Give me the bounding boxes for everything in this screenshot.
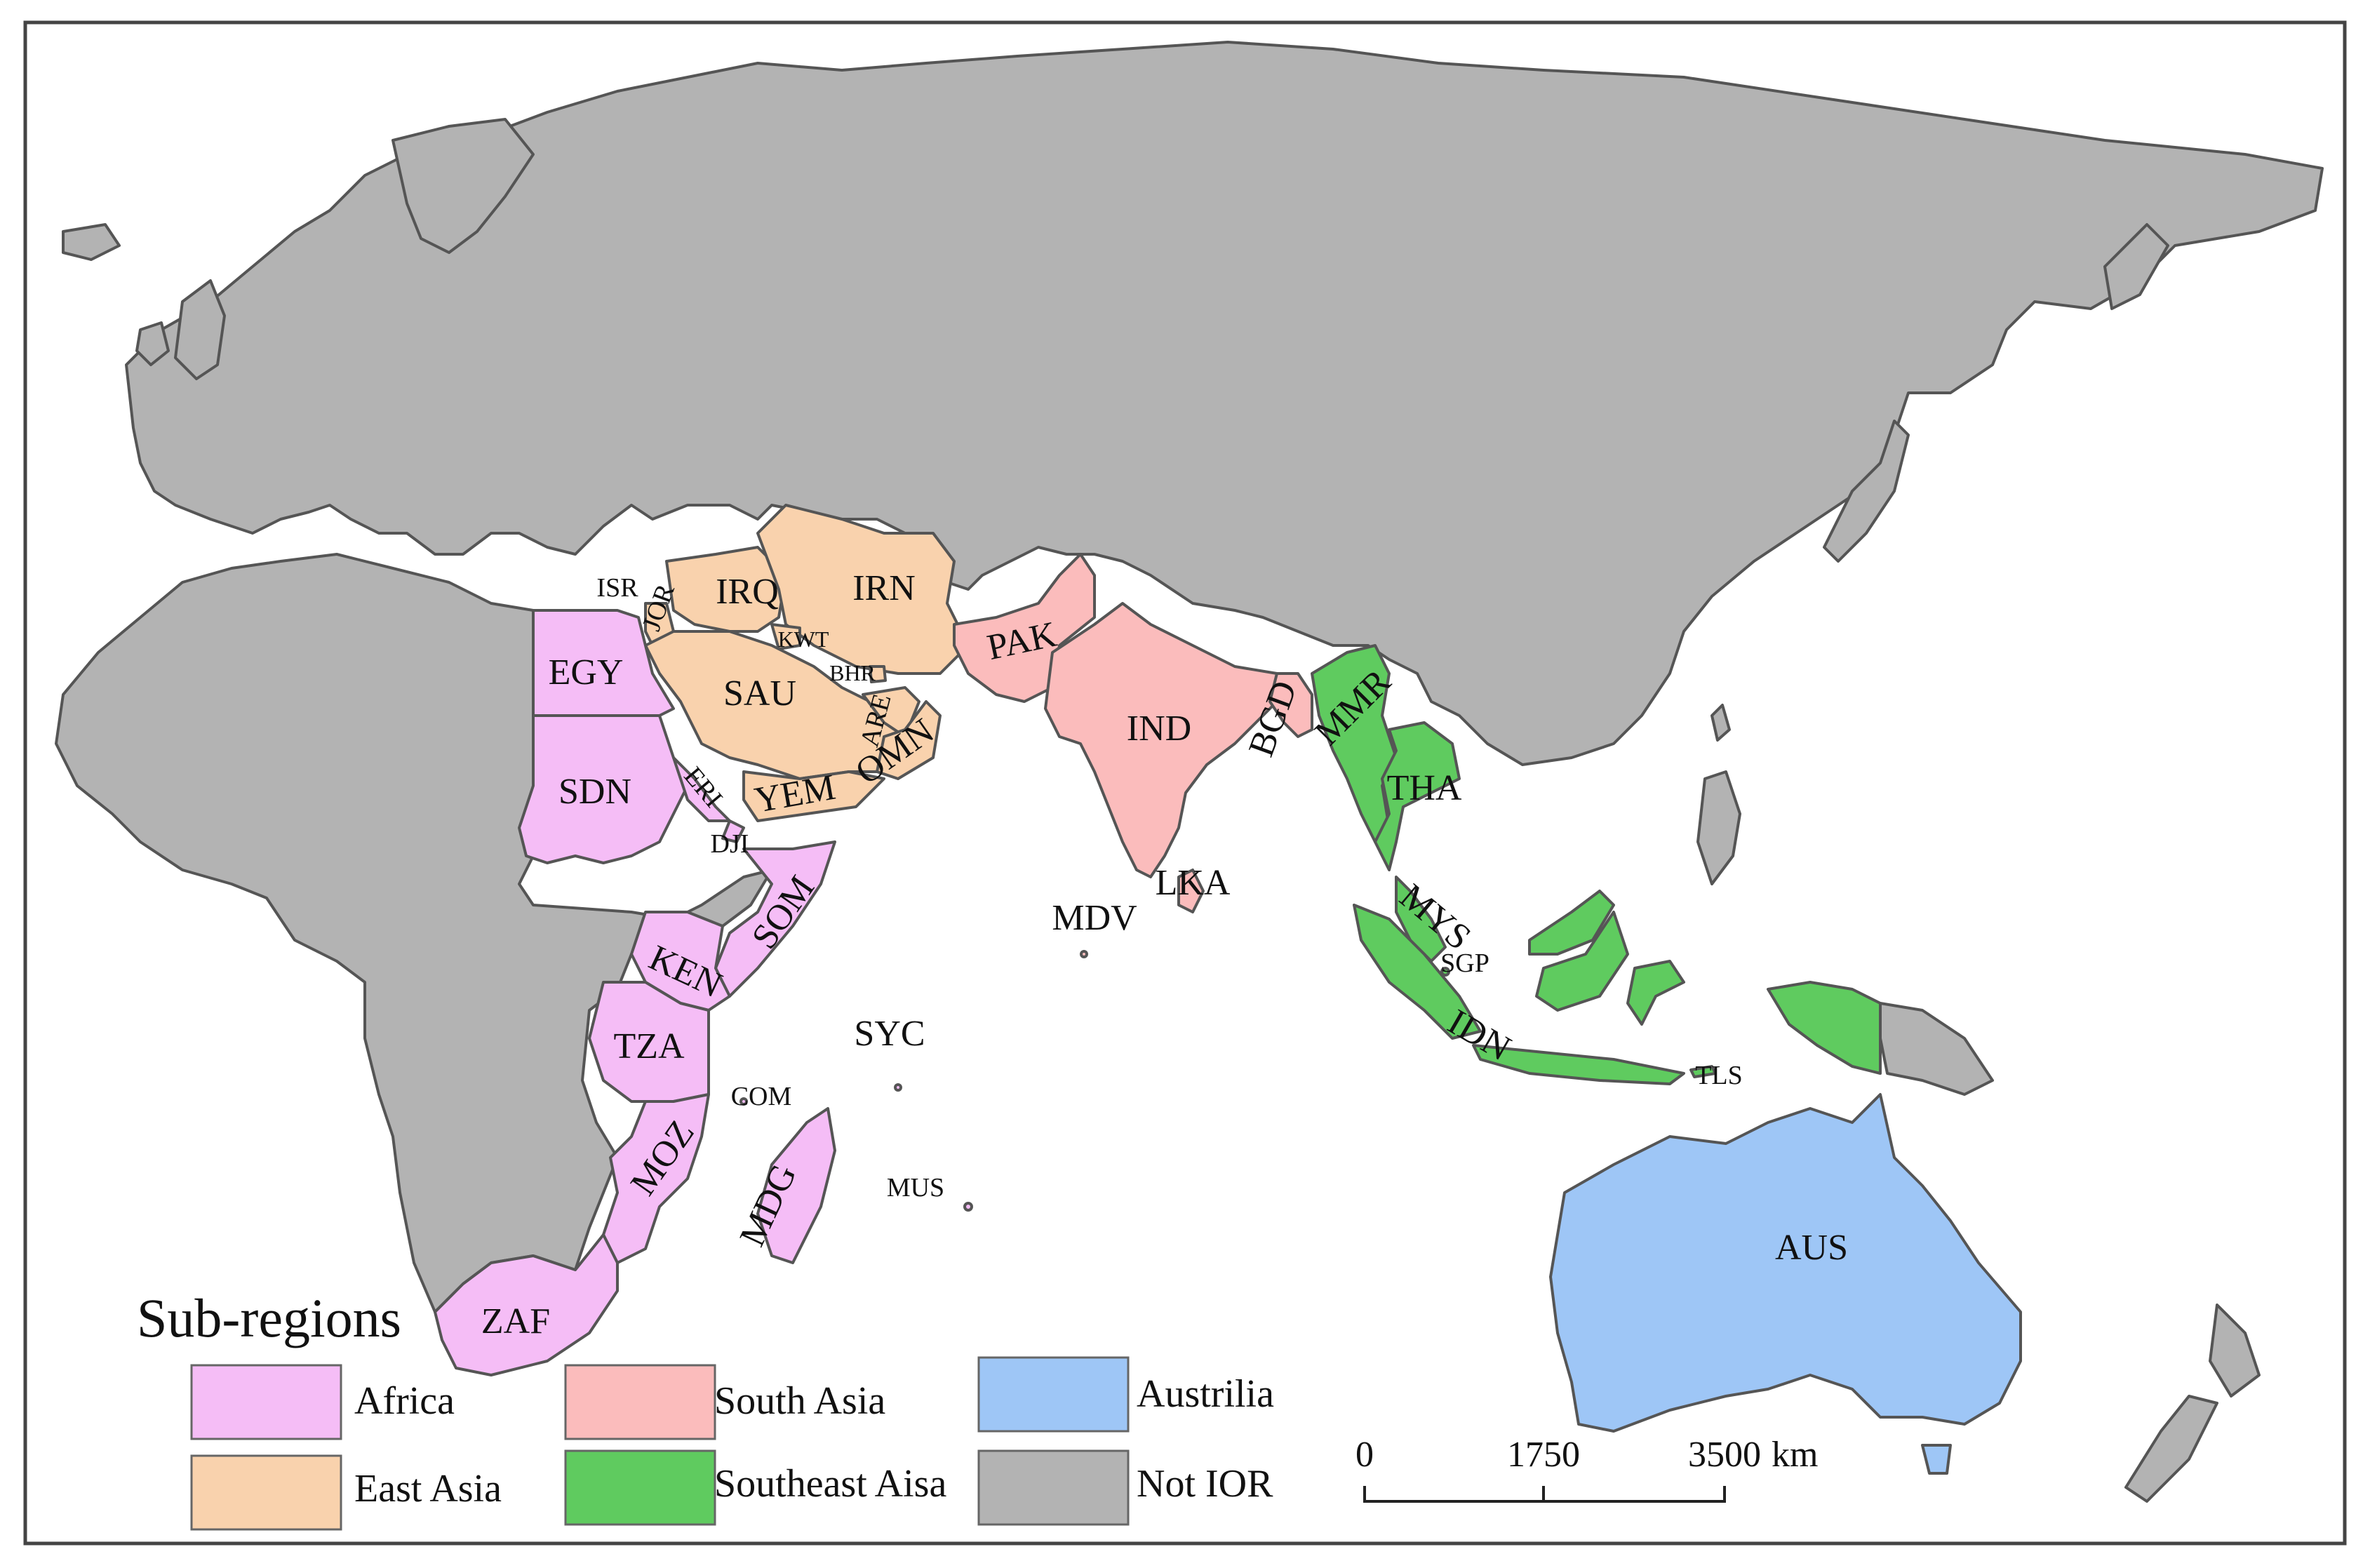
country-irq	[665, 546, 787, 633]
country-yem	[742, 770, 885, 822]
label-aus: AUS	[1775, 1228, 1848, 1268]
ireland	[135, 321, 170, 366]
legend-swatch-southeast-asia	[564, 1449, 716, 1526]
papua-new-guinea	[1879, 1002, 1994, 1096]
country-som	[714, 840, 836, 998]
africa-region	[434, 609, 973, 1376]
country-mys	[1395, 876, 1615, 963]
country-pak	[953, 553, 1096, 703]
label-syc: SYC	[854, 1014, 925, 1054]
legend: Sub-regions Africa South Asia Austrilia …	[137, 1287, 1274, 1531]
country-tha	[1374, 721, 1461, 871]
philippines	[1696, 770, 1741, 885]
country-bgd	[1268, 672, 1313, 738]
label-mus: MUS	[887, 1173, 944, 1202]
country-mmr	[1311, 644, 1398, 843]
country-dji	[721, 819, 745, 843]
east-asia-region	[644, 504, 970, 822]
country-syc	[894, 1083, 902, 1092]
country-kwt	[770, 623, 801, 650]
label-zaf: ZAF	[481, 1301, 550, 1341]
legend-swatch-south-asia	[564, 1364, 716, 1440]
country-sgp	[1440, 967, 1450, 977]
iceland	[62, 223, 121, 261]
country-aus	[1549, 1093, 2022, 1433]
label-irq: IRQ	[716, 572, 779, 612]
not-ior-regions	[55, 41, 2324, 1503]
scale-tick-1750: 1750	[1507, 1435, 1580, 1475]
legend-swatch-africa	[190, 1364, 342, 1440]
scale-tick-0: 0	[1355, 1435, 1374, 1475]
country-omn	[876, 700, 942, 780]
label-sgp: SGP	[1440, 949, 1489, 978]
country-moz	[602, 1093, 710, 1264]
country-lka	[1177, 869, 1205, 913]
label-tza: TZA	[613, 1026, 685, 1066]
eurasia-landmass	[125, 41, 2324, 766]
legend-swatch-not-ior	[977, 1449, 1130, 1526]
label-sdn: SDN	[558, 772, 631, 812]
label-com: COM	[731, 1082, 792, 1111]
tasmania	[1921, 1444, 1952, 1475]
legend-label-southeast-asia: Southeast Aisa	[714, 1462, 946, 1506]
label-tha: THA	[1387, 768, 1462, 808]
label-egy: EGY	[549, 652, 624, 692]
legend-label-not-ior: Not IOR	[1137, 1462, 1273, 1506]
taiwan	[1710, 704, 1731, 742]
country-com	[739, 1097, 748, 1106]
country-mdg	[756, 1107, 836, 1264]
legend-label-australia: Austrilia	[1137, 1372, 1274, 1416]
country-ken	[630, 911, 731, 1012]
legend-swatch-australia	[977, 1356, 1130, 1433]
label-tls: TLS	[1695, 1061, 1743, 1090]
country-mdv	[1080, 950, 1088, 958]
legend-swatch-east-asia	[190, 1454, 342, 1531]
scandinavia	[391, 118, 535, 254]
label-irn: IRN	[852, 568, 916, 608]
british-isles	[174, 279, 226, 380]
new-zealand-south	[2124, 1395, 2218, 1503]
label-mdv: MDV	[1052, 898, 1137, 938]
label-lka: LKA	[1156, 863, 1231, 903]
kamchatka	[2103, 223, 2169, 310]
legend-label-south-asia: South Asia	[714, 1379, 885, 1423]
country-idn	[1353, 904, 1882, 1085]
label-dji: DJI	[711, 829, 749, 859]
legend-title: Sub-regions	[137, 1287, 401, 1348]
scale-unit: km	[1772, 1435, 1818, 1475]
country-tls	[1689, 1065, 1717, 1078]
country-mus	[963, 1202, 973, 1212]
label-isr: ISR	[596, 573, 638, 603]
label-ind: IND	[1127, 709, 1191, 749]
country-bhr	[869, 665, 887, 683]
legend-label-africa: Africa	[354, 1379, 455, 1423]
new-zealand-north	[2209, 1304, 2261, 1398]
country-zaf	[434, 1233, 619, 1376]
legend-label-east-asia: East Asia	[354, 1467, 502, 1510]
japan	[1823, 420, 1910, 563]
southeast-asia-region	[1311, 644, 1882, 1085]
country-ind	[1044, 602, 1278, 878]
scale-tick-3500: 3500	[1688, 1435, 1761, 1475]
scale-bar: 0 1750 3500 km	[1355, 1435, 1818, 1503]
label-sau: SAU	[723, 674, 796, 713]
australia-region	[1549, 1093, 2022, 1475]
south-asia-region	[953, 553, 1313, 958]
label-bhr: BHR	[829, 660, 876, 685]
label-kwt: KWT	[778, 626, 829, 652]
